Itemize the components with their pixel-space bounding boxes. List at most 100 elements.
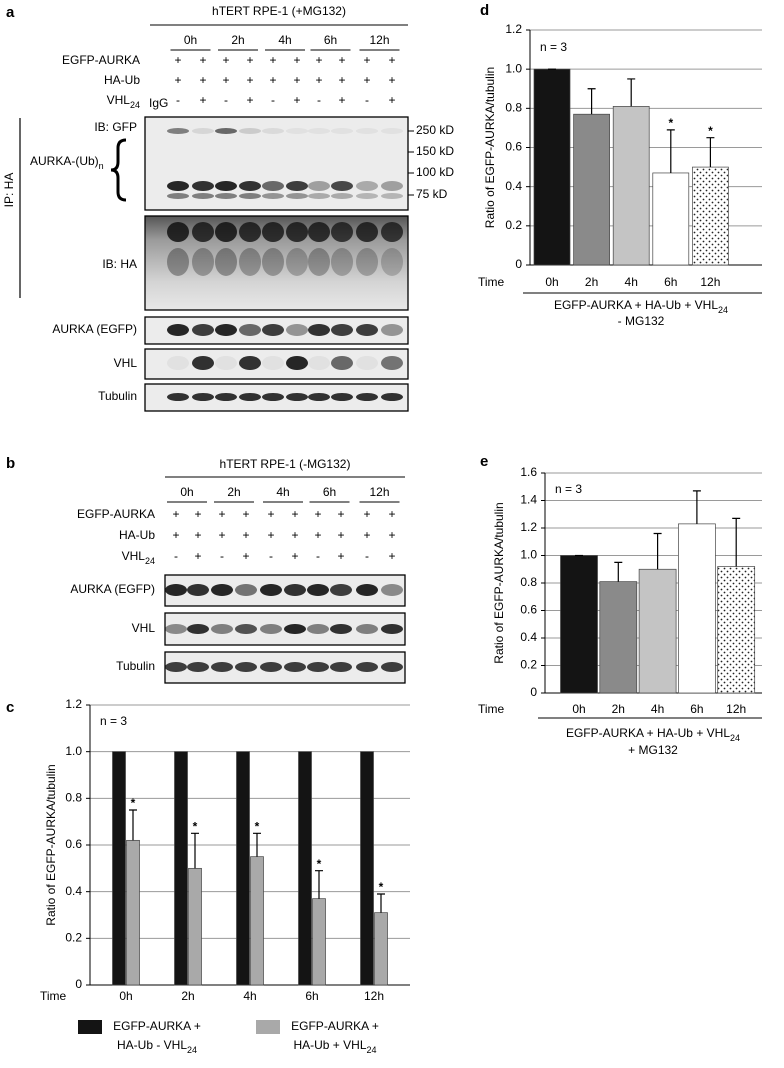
treatment-sign: - xyxy=(271,93,275,107)
timepoint: 2h xyxy=(231,33,244,47)
blot-band xyxy=(187,624,209,634)
treatment-sign: + xyxy=(246,93,253,107)
blot-band xyxy=(192,128,214,134)
ub-label: AURKA-(Ub)n xyxy=(30,154,104,171)
annotation: n = 3 xyxy=(540,40,567,54)
treatment-sign: + xyxy=(291,528,298,542)
y-tick-label: 0.8 xyxy=(65,791,82,805)
y-axis-label: Ratio of EGFP-AURKA/tubulin xyxy=(483,67,497,228)
treatment-sign: + xyxy=(363,528,370,542)
blot-label: VHL xyxy=(114,356,138,370)
error-bar xyxy=(253,832,261,857)
treatment-sign: + xyxy=(337,528,344,542)
treatment-sign: + xyxy=(388,549,395,563)
error-bar xyxy=(692,490,701,524)
treatment-sign: + xyxy=(267,507,274,521)
timepoint: 2h xyxy=(227,485,240,499)
panel-label: b xyxy=(6,455,15,472)
treatment-sign: - xyxy=(174,549,178,563)
blot-band xyxy=(215,193,237,199)
x-tick-label: 12h xyxy=(364,989,384,1003)
timepoint: 0h xyxy=(180,485,193,499)
blot-band xyxy=(262,222,284,242)
y-tick-label: 0.4 xyxy=(505,179,522,193)
caption: EGFP-AURKA + HA-Ub + VHL24 xyxy=(566,726,740,743)
significance-marker: * xyxy=(708,124,713,138)
treatment-sign: - xyxy=(269,549,273,563)
blot xyxy=(144,348,409,380)
blot-band xyxy=(356,584,378,596)
x-axis-label: Time xyxy=(478,702,505,716)
size-marker: 100 kD xyxy=(416,165,454,179)
blot-band xyxy=(286,393,308,401)
blot xyxy=(144,116,409,211)
blot-title: hTERT RPE-1 (-MG132) xyxy=(220,457,351,471)
treatment-sign: + xyxy=(293,73,300,87)
treatment-sign: + xyxy=(291,507,298,521)
bar xyxy=(612,106,650,266)
significance-marker: * xyxy=(317,857,322,871)
bar xyxy=(360,751,374,986)
timepoint: 4h xyxy=(276,485,289,499)
significance-marker: * xyxy=(668,116,673,130)
x-tick-label: 12h xyxy=(726,702,746,716)
blot-band xyxy=(331,393,353,401)
treatment-sign: + xyxy=(246,73,253,87)
bar xyxy=(112,751,126,986)
y-tick-label: 0.4 xyxy=(520,630,537,644)
bar xyxy=(298,751,312,986)
blot-band xyxy=(308,356,330,370)
blot-band xyxy=(239,181,261,191)
blot-band xyxy=(262,393,284,401)
blot-band xyxy=(167,128,189,134)
x-axis-label: Time xyxy=(40,989,67,1003)
treatment-sign: + xyxy=(291,549,298,563)
blot-band xyxy=(262,193,284,199)
treatment-sign: + xyxy=(363,507,370,521)
error-bar xyxy=(706,137,715,168)
error-bar xyxy=(666,129,675,173)
y-tick-label: 0.6 xyxy=(65,837,82,851)
legend-label: EGFP-AURKA + xyxy=(113,1019,201,1033)
blot-band xyxy=(215,222,237,242)
x-tick-label: 4h xyxy=(651,702,664,716)
panel-label: d xyxy=(480,2,489,19)
bar xyxy=(236,751,250,986)
panel-label: c xyxy=(6,699,14,716)
y-tick-label: 0 xyxy=(530,685,537,699)
treatment-sign: + xyxy=(338,53,345,67)
blot-band xyxy=(308,393,330,401)
error-bar xyxy=(732,517,741,567)
y-tick-label: 0.4 xyxy=(65,884,82,898)
y-tick-label: 1.6 xyxy=(520,465,537,479)
x-tick-label: 12h xyxy=(700,275,720,289)
blot-band xyxy=(262,128,284,134)
treatment-sign: + xyxy=(388,528,395,542)
blot-band xyxy=(239,324,261,336)
blot-band xyxy=(167,393,189,401)
x-tick-label: 4h xyxy=(243,989,256,1003)
bar xyxy=(312,898,326,986)
blot-label: IB: HA xyxy=(102,257,137,271)
treatment-sign: + xyxy=(194,549,201,563)
blot-band xyxy=(307,624,329,634)
blot-band xyxy=(331,222,353,242)
treatment-sign: - xyxy=(365,93,369,107)
blot-band xyxy=(356,222,378,242)
treatment-label-main: VHL xyxy=(107,93,131,107)
treatment-label: VHL24 xyxy=(122,549,155,566)
blot-band xyxy=(235,584,257,596)
blot-band xyxy=(284,624,306,634)
treatment-label-sub: 24 xyxy=(145,556,155,566)
legend-label-main: HA-Ub + VHL xyxy=(293,1038,366,1052)
blot-band xyxy=(331,356,353,370)
bar xyxy=(188,867,202,986)
blot-band xyxy=(239,222,261,242)
treatment-sign: + xyxy=(199,53,206,67)
bar xyxy=(126,839,140,986)
x-tick-label: 6h xyxy=(690,702,703,716)
blot-band xyxy=(192,222,214,242)
blot-title: hTERT RPE-1 (+MG132) xyxy=(212,4,346,18)
treatment-sign: + xyxy=(293,53,300,67)
